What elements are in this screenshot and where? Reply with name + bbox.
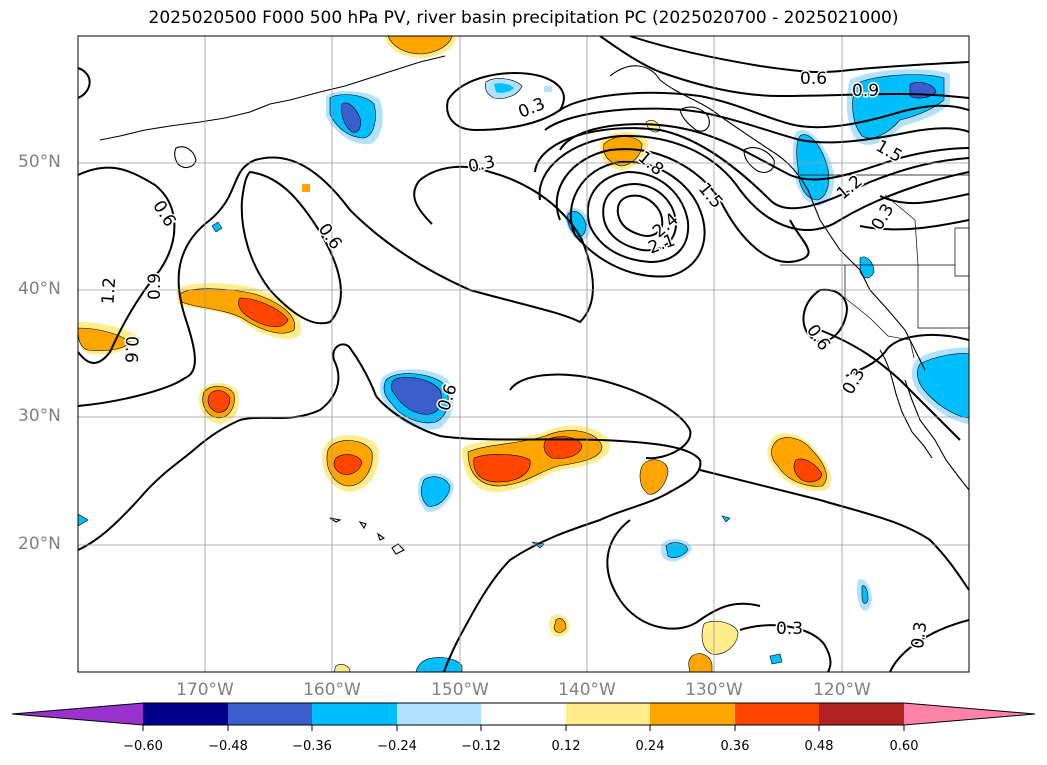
colorbar-segment xyxy=(312,703,397,725)
lon-label-140w: 140°W xyxy=(558,680,616,700)
colorbar-segment xyxy=(566,703,650,725)
colorbar-segment xyxy=(904,703,1035,725)
colorbar xyxy=(11,702,1036,731)
lon-label-150w: 150°W xyxy=(431,680,489,700)
colorbar-tick-label: 0.36 xyxy=(720,739,750,754)
colorbar-segment xyxy=(481,703,566,725)
lon-label-120w: 120°W xyxy=(813,680,871,700)
colorbar-tick-label: −0.60 xyxy=(123,739,163,754)
political-borders xyxy=(780,174,969,359)
lat-label-30n: 30°N xyxy=(18,406,61,426)
colorbar-tick-label: 0.60 xyxy=(889,739,919,754)
colorbar-segment xyxy=(397,703,481,725)
lat-label-40n: 40°N xyxy=(18,279,61,299)
lon-label-170w: 170°W xyxy=(176,680,234,700)
colorbar-tick-label: 0.48 xyxy=(804,739,834,754)
lon-label-130w: 130°W xyxy=(685,680,743,700)
gridlines xyxy=(78,36,969,672)
lat-label-20n: 20°N xyxy=(18,534,61,554)
colorbar-segment xyxy=(12,703,143,725)
positive-anomaly-patches xyxy=(78,36,832,672)
colorbar-segment xyxy=(143,703,228,725)
colorbar-segment xyxy=(735,703,819,725)
negative-anomaly-patches xyxy=(78,69,969,672)
lat-label-50n: 50°N xyxy=(18,152,61,172)
contour-label: 0.6 xyxy=(800,69,827,89)
map-title: 2025020500 F000 500 hPa PV, river basin … xyxy=(148,8,899,28)
precipitation-shading xyxy=(78,36,969,672)
contour-label: 0.3 xyxy=(908,620,932,650)
colorbar-tick-label: −0.48 xyxy=(208,739,248,754)
contour-label: 0.6 xyxy=(120,336,141,364)
map-panel: 0.3 0.3 0.3 0.3 0.3 0.3 0.6 0.6 0.6 0.6 … xyxy=(78,36,969,672)
contour-label: 1.2 xyxy=(98,277,120,305)
contour-label: 0.3 xyxy=(776,619,803,639)
colorbar-tick-label: −0.12 xyxy=(461,739,501,754)
colorbar-tick-label: −0.36 xyxy=(292,739,332,754)
colorbar-segment xyxy=(819,703,904,725)
colorbar-tick-label: 0.24 xyxy=(635,739,665,754)
colorbar-tick-label: 0.12 xyxy=(551,739,581,754)
lon-label-160w: 160°W xyxy=(303,680,361,700)
map-frame xyxy=(77,35,970,673)
colorbar-segment xyxy=(228,703,312,725)
colorbar-segment xyxy=(650,703,735,725)
coastlines xyxy=(99,55,969,555)
colorbar-tick-label: −0.24 xyxy=(377,739,417,754)
pv-contours xyxy=(78,36,969,672)
contour-label: 0.9 xyxy=(852,81,879,101)
contour-label: 0.9 xyxy=(145,273,165,300)
